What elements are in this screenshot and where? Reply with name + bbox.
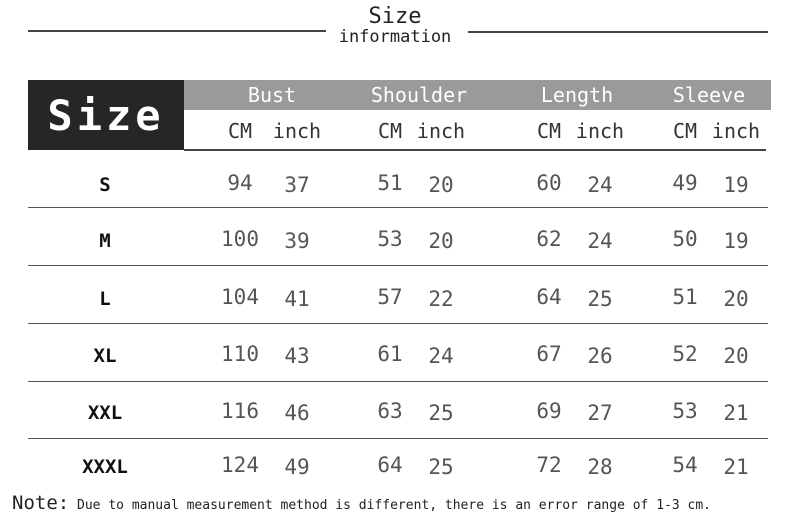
measurement-value: 20 (428, 229, 454, 253)
measurement-value: 21 (723, 401, 749, 425)
header-band (184, 80, 771, 110)
unit-label: inch (575, 119, 625, 143)
row-divider (28, 438, 768, 439)
measurement-value: 104 (221, 285, 259, 309)
measurement-value: 124 (221, 453, 259, 477)
measurement-value: 53 (672, 399, 698, 423)
measurement-value: 60 (536, 171, 562, 195)
measurement-value: 51 (672, 285, 698, 309)
size-label: XXL (87, 402, 123, 424)
measurement-value: 20 (723, 287, 749, 311)
measurement-value: 41 (284, 287, 310, 311)
measurement-value: 24 (428, 344, 454, 368)
measurement-value: 25 (587, 287, 613, 311)
unit-label: inch (272, 119, 322, 143)
unit-label: CM (227, 119, 253, 143)
unit-label: inch (711, 119, 761, 143)
measurement-value: 69 (536, 399, 562, 423)
measurement-value: 62 (536, 227, 562, 251)
measurement-value: 50 (672, 227, 698, 251)
measurement-value: 37 (284, 173, 310, 197)
title-sub: information (338, 27, 452, 47)
measurement-value: 49 (284, 455, 310, 479)
title-rule-right (468, 31, 768, 33)
measurement-value: 67 (536, 342, 562, 366)
row-divider (28, 265, 768, 266)
measurement-value: 54 (672, 453, 698, 477)
measurement-value: 25 (428, 455, 454, 479)
measurement-value: 57 (377, 285, 403, 309)
measurement-value: 49 (672, 171, 698, 195)
unit-label: CM (536, 119, 562, 143)
row-divider (28, 381, 768, 382)
measurement-value: 20 (428, 173, 454, 197)
measurement-value: 63 (377, 399, 403, 423)
measurement-value: 46 (284, 401, 310, 425)
title-main: Size (368, 4, 422, 29)
note: Note: Due to manual measurement method i… (12, 492, 711, 514)
measurement-value: 94 (227, 171, 253, 195)
note-text: Due to manual measurement method is diff… (69, 498, 711, 513)
measurement-value: 116 (221, 399, 259, 423)
unit-label: inch (416, 119, 466, 143)
measurement-value: 64 (377, 453, 403, 477)
measurement-value: 24 (587, 173, 613, 197)
unit-label: CM (672, 119, 698, 143)
column-header-sleeve: Sleeve (672, 83, 746, 107)
measurement-value: 43 (284, 344, 310, 368)
row-divider (28, 323, 768, 324)
measurement-value: 19 (723, 229, 749, 253)
measurement-value: 28 (587, 455, 613, 479)
size-label: M (99, 230, 111, 252)
column-header-bust: Bust (247, 83, 297, 107)
measurement-value: 22 (428, 287, 454, 311)
measurement-value: 72 (536, 453, 562, 477)
measurement-value: 21 (723, 455, 749, 479)
measurement-value: 52 (672, 342, 698, 366)
size-label: S (99, 174, 111, 196)
measurement-value: 51 (377, 171, 403, 195)
measurement-value: 39 (284, 229, 310, 253)
measurement-value: 26 (587, 344, 613, 368)
note-label: Note: (12, 492, 70, 514)
measurement-value: 64 (536, 285, 562, 309)
measurement-value: 53 (377, 227, 403, 251)
size-label: XXXL (82, 456, 128, 478)
measurement-value: 20 (723, 344, 749, 368)
measurement-value: 27 (587, 401, 613, 425)
size-label: L (99, 288, 111, 310)
size-label: XL (93, 345, 117, 367)
unit-label: CM (377, 119, 403, 143)
measurement-value: 25 (428, 401, 454, 425)
size-header: Size (28, 80, 184, 150)
measurement-value: 110 (221, 342, 259, 366)
measurement-value: 19 (723, 173, 749, 197)
title-rule-left (28, 30, 326, 32)
row-divider (28, 207, 768, 208)
measurement-value: 100 (221, 227, 259, 251)
column-header-shoulder: Shoulder (370, 83, 468, 107)
measurement-value: 24 (587, 229, 613, 253)
column-header-length: Length (540, 83, 614, 107)
header-rule (184, 149, 766, 151)
measurement-value: 61 (377, 342, 403, 366)
